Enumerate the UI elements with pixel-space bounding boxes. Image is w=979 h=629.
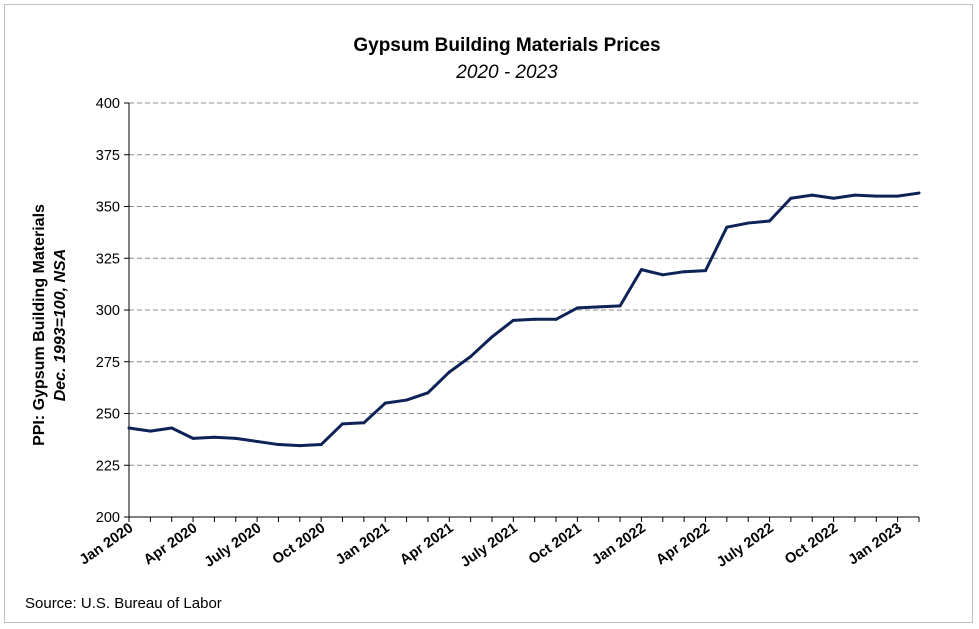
data-point (896, 194, 900, 198)
x-tick-label: Oct 2020 (270, 520, 329, 568)
data-point (255, 439, 259, 443)
data-point (810, 193, 814, 197)
x-tick-label: July 2021 (458, 520, 521, 571)
data-point (832, 196, 836, 200)
y-axis-ticks: 200 225 250 275 300 325 350 375 400 (96, 96, 129, 526)
data-point (639, 268, 643, 272)
chart-title: Gypsum Building Materials Prices (353, 35, 660, 56)
data-point (127, 426, 131, 430)
data-point (405, 398, 409, 402)
data-point (319, 443, 323, 447)
gridlines (129, 102, 919, 466)
data-point (362, 421, 366, 425)
x-tick-label: July 2022 (714, 520, 777, 571)
x-tick-label: Oct 2022 (782, 520, 841, 568)
data-point (554, 317, 558, 321)
data-point (148, 429, 152, 433)
data-point (789, 196, 793, 200)
data-point (917, 191, 921, 195)
y-axis-label-group: PPI: Gypsum Building Materials Dec. 1993… (31, 204, 69, 446)
data-point (234, 436, 238, 440)
data-point (533, 317, 537, 321)
data-point (341, 422, 345, 426)
x-tick-label: Jan 2020 (77, 520, 136, 568)
data-point (618, 304, 622, 308)
chart-frame (4, 4, 973, 623)
data-point (746, 221, 750, 225)
data-point (661, 273, 665, 277)
x-tick-label: Oct 2021 (526, 520, 585, 568)
data-point (725, 225, 729, 229)
data-point (191, 436, 195, 440)
data-point (853, 193, 857, 197)
data-point (276, 443, 280, 447)
x-tick-label: Jan 2022 (589, 520, 648, 568)
series-line (128, 191, 920, 448)
x-axis-ticks: Jan 2020 Apr 2020 July 2020 Oct 2020 Jan 202… (77, 517, 920, 571)
chart-subtitle: 2020 - 2023 (455, 62, 558, 83)
x-tick-label: Apr 2020 (141, 520, 200, 568)
series (127, 191, 921, 448)
data-point (703, 269, 707, 273)
y-tick-label: 350 (96, 200, 120, 216)
data-point (298, 444, 302, 448)
y-axis-label: PPI: Gypsum Building Materials (31, 204, 48, 446)
x-tick-label: Jan 2021 (333, 520, 392, 568)
data-point (212, 435, 216, 439)
data-point (511, 318, 515, 322)
y-axis-label-units: Dec. 1993=100, NSA (52, 249, 69, 402)
x-tick-label: Jan 2023 (846, 520, 905, 568)
data-point (874, 194, 878, 198)
data-point (490, 335, 494, 339)
y-tick-label: 225 (96, 458, 120, 474)
data-point (682, 270, 686, 274)
data-point (575, 306, 579, 310)
source-note: Source: U.S. Bureau of Labor (25, 595, 222, 612)
data-point (383, 401, 387, 405)
y-tick-label: 300 (96, 303, 120, 319)
data-point (597, 305, 601, 309)
x-tick-label: Apr 2021 (397, 520, 456, 568)
y-tick-label: 400 (96, 96, 120, 112)
data-point (426, 391, 430, 395)
y-tick-label: 325 (96, 251, 120, 267)
x-tick-label: July 2020 (202, 520, 265, 571)
data-point (469, 355, 473, 359)
y-tick-label: 250 (96, 407, 120, 423)
data-point (768, 219, 772, 223)
y-tick-label: 275 (96, 355, 120, 371)
axes (128, 103, 919, 518)
y-tick-label: 200 (96, 510, 120, 526)
data-point (170, 426, 174, 430)
x-tick-label: Apr 2022 (653, 520, 712, 568)
data-point (447, 370, 451, 374)
y-tick-label: 375 (96, 148, 120, 164)
